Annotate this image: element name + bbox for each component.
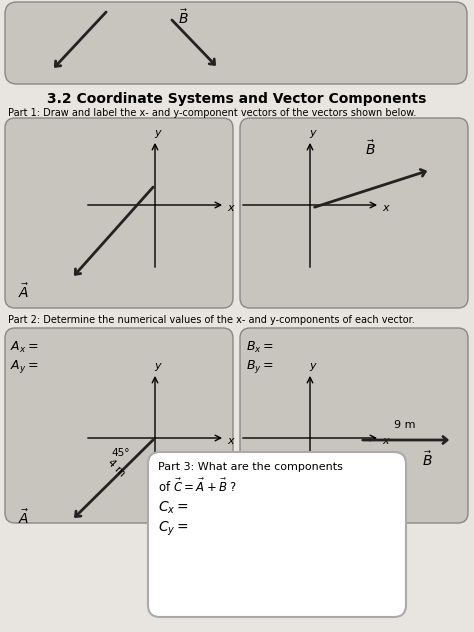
Text: Part 2: Determine the numerical values of the x- and y-components of each vector: Part 2: Determine the numerical values o… xyxy=(8,315,415,325)
Text: $\vec{B}$: $\vec{B}$ xyxy=(422,450,433,468)
Text: $B_x =$: $B_x =$ xyxy=(246,340,274,355)
Text: $C_y =$: $C_y =$ xyxy=(158,520,189,538)
Text: $\vec{A}$: $\vec{A}$ xyxy=(18,508,29,526)
Text: 45°: 45° xyxy=(111,448,130,458)
Text: 4 m: 4 m xyxy=(105,458,127,478)
FancyBboxPatch shape xyxy=(240,328,468,523)
Text: of $\vec{C} = \vec{A} + \vec{B}$ ?: of $\vec{C} = \vec{A} + \vec{B}$ ? xyxy=(158,478,237,495)
FancyBboxPatch shape xyxy=(5,118,233,308)
Text: Part 3: What are the components: Part 3: What are the components xyxy=(158,462,343,472)
Text: y: y xyxy=(310,128,316,138)
Text: x: x xyxy=(227,203,234,213)
Text: $B_y =$: $B_y =$ xyxy=(246,358,274,375)
Text: y: y xyxy=(155,128,161,138)
Text: $A_x =$: $A_x =$ xyxy=(10,340,38,355)
FancyBboxPatch shape xyxy=(5,2,467,84)
Text: x: x xyxy=(382,436,389,446)
Text: 9 m: 9 m xyxy=(394,420,416,430)
Text: $\vec{B}$: $\vec{B}$ xyxy=(365,140,376,158)
Text: y: y xyxy=(155,361,161,371)
FancyBboxPatch shape xyxy=(148,452,406,617)
Text: $A_y =$: $A_y =$ xyxy=(10,358,38,375)
Text: 3.2 Coordinate Systems and Vector Components: 3.2 Coordinate Systems and Vector Compon… xyxy=(47,92,427,106)
Text: y: y xyxy=(310,361,316,371)
Text: $\vec{A}$: $\vec{A}$ xyxy=(18,282,29,301)
FancyBboxPatch shape xyxy=(240,118,468,308)
Text: x: x xyxy=(227,436,234,446)
Text: $C_x =$: $C_x =$ xyxy=(158,500,189,516)
Text: $\vec{B}$: $\vec{B}$ xyxy=(178,8,189,27)
Text: x: x xyxy=(382,203,389,213)
FancyBboxPatch shape xyxy=(5,328,233,523)
Text: Part 1: Draw and label the x- and y-component vectors of the vectors shown below: Part 1: Draw and label the x- and y-comp… xyxy=(8,108,416,118)
